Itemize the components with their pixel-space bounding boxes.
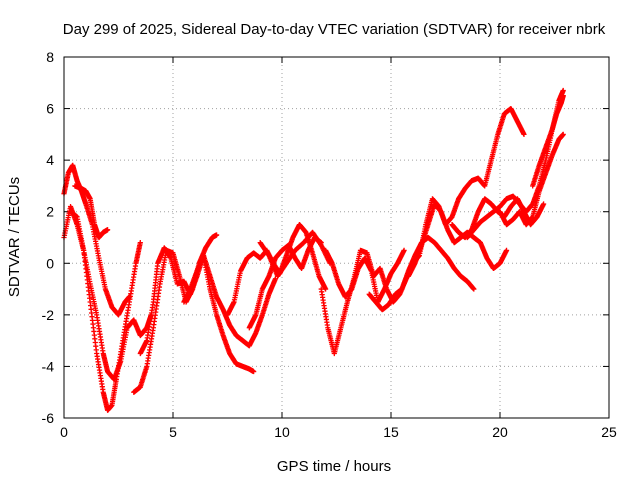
data-point	[471, 286, 477, 292]
series-sat-c	[67, 209, 154, 382]
series-sat-r	[497, 131, 566, 228]
x-tick-label: 20	[492, 424, 508, 440]
series-sat-s	[530, 93, 566, 189]
data-point	[401, 247, 407, 253]
data-point	[251, 368, 257, 375]
data-point	[323, 286, 329, 292]
series-sat-l	[323, 247, 407, 305]
data-point	[560, 87, 566, 94]
data-point	[521, 131, 527, 137]
grid-lines	[64, 57, 609, 418]
y-tick-label: 8	[46, 49, 54, 65]
data-point	[214, 232, 220, 238]
y-axis-title: SDTVAR / TECUs	[6, 177, 23, 297]
y-tick-label: 2	[46, 204, 54, 220]
data-point	[503, 247, 510, 253]
series-sat-g	[181, 252, 279, 349]
y-tick-label: -6	[42, 410, 55, 426]
series-sat-j	[257, 229, 333, 279]
x-tick-label: 5	[169, 424, 177, 440]
y-tick-label: 0	[46, 255, 54, 271]
x-tick-label: 15	[383, 424, 399, 440]
data-point	[541, 201, 547, 207]
axis-ticks: 0 5 10 15 20 25 -6 -4 -2 0 2 4 6 8	[42, 49, 617, 440]
plot-frame	[63, 56, 610, 419]
series-sat-b	[61, 162, 132, 318]
data-point	[560, 93, 566, 99]
data-point	[126, 294, 132, 300]
series-sat-o	[423, 105, 527, 228]
y-tick-label: -2	[42, 307, 55, 323]
y-tick-label: -4	[42, 358, 55, 374]
x-tick-label: 25	[601, 424, 617, 440]
data-point	[137, 240, 143, 246]
chart-title: Day 299 of 2025, Sidereal Day-to-day VTE…	[63, 21, 606, 38]
data-point	[105, 227, 111, 233]
series-sat-d	[72, 183, 111, 241]
x-tick-label: 10	[274, 424, 290, 440]
series-sat-n	[405, 201, 510, 279]
data-point	[560, 131, 566, 137]
x-axis-title: GPS time / hours	[277, 458, 391, 475]
y-tick-label: 6	[46, 101, 54, 117]
y-tick-label: 4	[46, 152, 54, 168]
x-tick-label: 0	[60, 424, 68, 440]
data-marks	[61, 87, 566, 413]
series-sat-f	[137, 245, 257, 375]
